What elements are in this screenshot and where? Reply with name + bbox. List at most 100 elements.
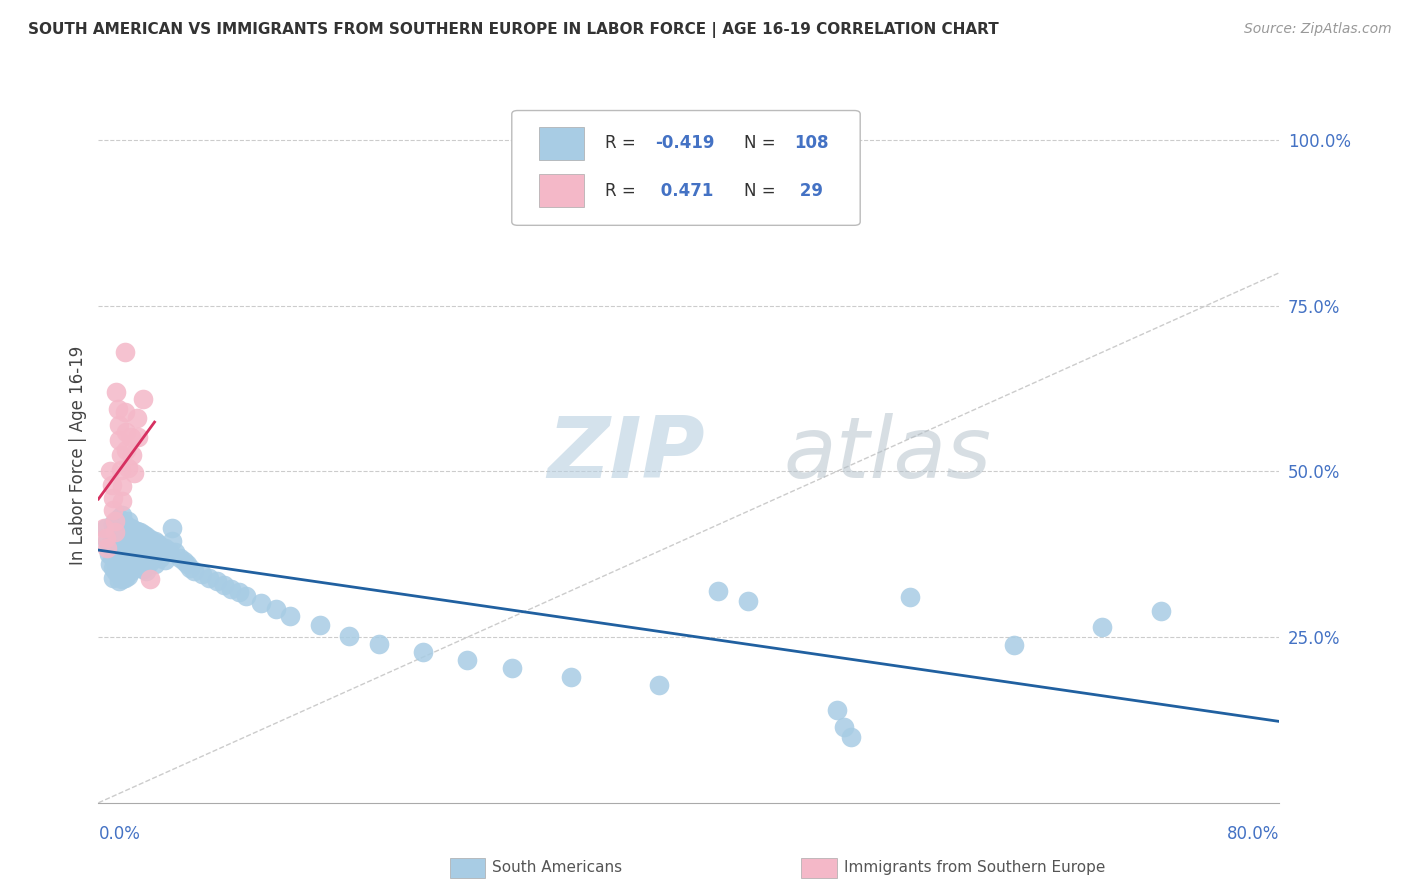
- Point: [108, 433, 131, 447]
- Point: [122, 533, 145, 548]
- Point: [219, 582, 242, 597]
- Point: [278, 609, 302, 624]
- Point: [135, 552, 157, 566]
- Point: [648, 678, 671, 692]
- Point: [157, 544, 180, 558]
- Point: [135, 529, 157, 543]
- Point: [128, 560, 150, 574]
- Point: [117, 461, 139, 475]
- Point: [135, 564, 157, 578]
- Point: [228, 585, 250, 599]
- Bar: [538, 174, 583, 207]
- Point: [143, 546, 166, 560]
- Point: [125, 524, 148, 538]
- Point: [122, 523, 145, 537]
- Point: [103, 503, 125, 517]
- Point: [98, 558, 121, 572]
- Text: 0.0%: 0.0%: [98, 825, 141, 843]
- Point: [103, 560, 125, 574]
- Point: [132, 539, 155, 553]
- Text: Source: ZipAtlas.com: Source: ZipAtlas.com: [1244, 22, 1392, 37]
- Point: [120, 430, 142, 444]
- Point: [120, 564, 142, 578]
- Point: [103, 531, 125, 545]
- Point: [165, 545, 187, 559]
- Text: R =: R =: [605, 182, 641, 200]
- Point: [205, 574, 228, 588]
- Point: [368, 637, 391, 651]
- Point: [117, 514, 139, 528]
- Point: [94, 521, 117, 535]
- Point: [122, 466, 145, 480]
- Point: [103, 550, 125, 565]
- Point: [111, 572, 134, 586]
- Point: [456, 653, 478, 667]
- Point: [127, 430, 149, 444]
- Point: [110, 463, 132, 477]
- Point: [179, 560, 201, 574]
- Point: [114, 527, 136, 541]
- Point: [117, 525, 139, 540]
- Point: [114, 345, 136, 359]
- Point: [111, 529, 134, 543]
- Point: [501, 661, 523, 675]
- Point: [103, 570, 125, 584]
- Point: [103, 491, 125, 505]
- Point: [108, 532, 131, 546]
- Text: 0.471: 0.471: [655, 182, 713, 200]
- FancyBboxPatch shape: [512, 111, 860, 226]
- Point: [1002, 638, 1025, 652]
- Point: [191, 567, 214, 582]
- Point: [125, 558, 148, 572]
- Text: ZIP: ZIP: [547, 413, 704, 497]
- Point: [309, 618, 332, 632]
- Point: [105, 384, 128, 399]
- Point: [122, 555, 145, 569]
- Point: [120, 542, 142, 557]
- Point: [128, 537, 150, 551]
- Point: [105, 514, 128, 528]
- Point: [111, 508, 134, 522]
- Point: [173, 554, 195, 568]
- Text: N =: N =: [744, 134, 782, 153]
- Point: [139, 532, 162, 546]
- Point: [125, 547, 148, 561]
- Point: [114, 560, 136, 574]
- Y-axis label: In Labor Force | Age 16-19: In Labor Force | Age 16-19: [69, 345, 87, 565]
- Point: [108, 542, 131, 557]
- Point: [117, 568, 139, 582]
- Point: [104, 514, 127, 528]
- Point: [108, 418, 131, 433]
- Point: [560, 670, 582, 684]
- Point: [114, 549, 136, 564]
- Point: [117, 536, 139, 550]
- Point: [105, 534, 128, 549]
- Point: [143, 558, 166, 572]
- Point: [183, 564, 205, 578]
- Text: SOUTH AMERICAN VS IMMIGRANTS FROM SOUTHERN EUROPE IN LABOR FORCE | AGE 16-19 COR: SOUTH AMERICAN VS IMMIGRANTS FROM SOUTHE…: [28, 22, 998, 38]
- Point: [111, 550, 134, 565]
- Point: [108, 511, 131, 525]
- Point: [107, 401, 129, 416]
- Point: [707, 583, 730, 598]
- Point: [162, 521, 183, 535]
- Point: [143, 534, 166, 549]
- Point: [132, 562, 155, 576]
- Point: [103, 517, 125, 532]
- Point: [105, 524, 128, 538]
- Point: [128, 549, 150, 563]
- Point: [149, 539, 172, 553]
- Point: [111, 540, 134, 554]
- Point: [98, 465, 121, 479]
- Text: R =: R =: [605, 134, 641, 153]
- Point: [114, 517, 136, 532]
- Point: [132, 392, 155, 406]
- Point: [176, 558, 198, 572]
- Point: [198, 570, 221, 584]
- Text: N =: N =: [744, 182, 782, 200]
- Point: [149, 550, 172, 565]
- Point: [337, 629, 360, 643]
- Point: [115, 425, 138, 439]
- Point: [114, 570, 136, 584]
- Point: [146, 547, 169, 561]
